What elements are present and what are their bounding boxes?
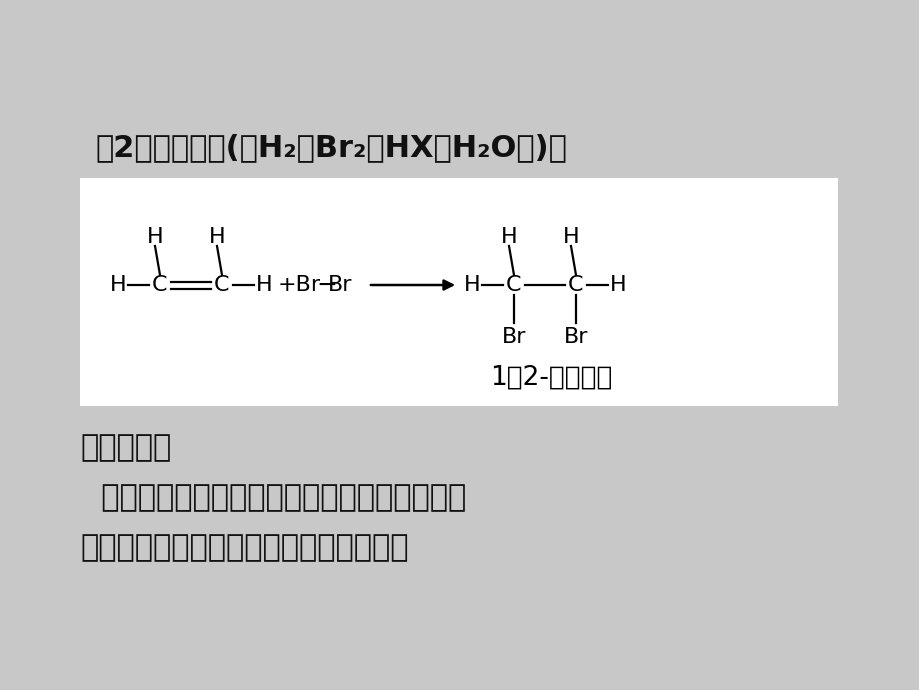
Text: +Br: +Br xyxy=(278,275,321,295)
Text: C: C xyxy=(214,275,230,295)
Text: Br: Br xyxy=(501,327,526,347)
Text: Br: Br xyxy=(328,275,352,295)
Text: −: − xyxy=(315,273,336,297)
Text: C: C xyxy=(505,275,521,295)
Text: 加成反应：: 加成反应： xyxy=(80,433,171,462)
Text: （2）加成反应(与H₂、Br₂、HX、H₂O等)：: （2）加成反应(与H₂、Br₂、HX、H₂O等)： xyxy=(95,133,566,163)
FancyBboxPatch shape xyxy=(80,178,837,406)
Text: C: C xyxy=(568,275,584,295)
Text: Br: Br xyxy=(563,327,587,347)
Text: C: C xyxy=(152,275,167,295)
Text: H: H xyxy=(562,227,579,247)
Text: 1，2-二溴乙烷: 1，2-二溴乙烷 xyxy=(490,365,612,391)
Text: H: H xyxy=(209,227,225,247)
Text: H: H xyxy=(146,227,164,247)
Text: 原子或原子团结合生成新的化合物的反应: 原子或原子团结合生成新的化合物的反应 xyxy=(80,533,408,562)
Text: H: H xyxy=(609,275,626,295)
Text: H: H xyxy=(109,275,126,295)
Text: H: H xyxy=(500,227,516,247)
Text: H: H xyxy=(255,275,272,295)
Text: H: H xyxy=(463,275,480,295)
Text: 有机物分子中双键或叁键两端的碳原子与其他: 有机物分子中双键或叁键两端的碳原子与其他 xyxy=(80,484,466,513)
